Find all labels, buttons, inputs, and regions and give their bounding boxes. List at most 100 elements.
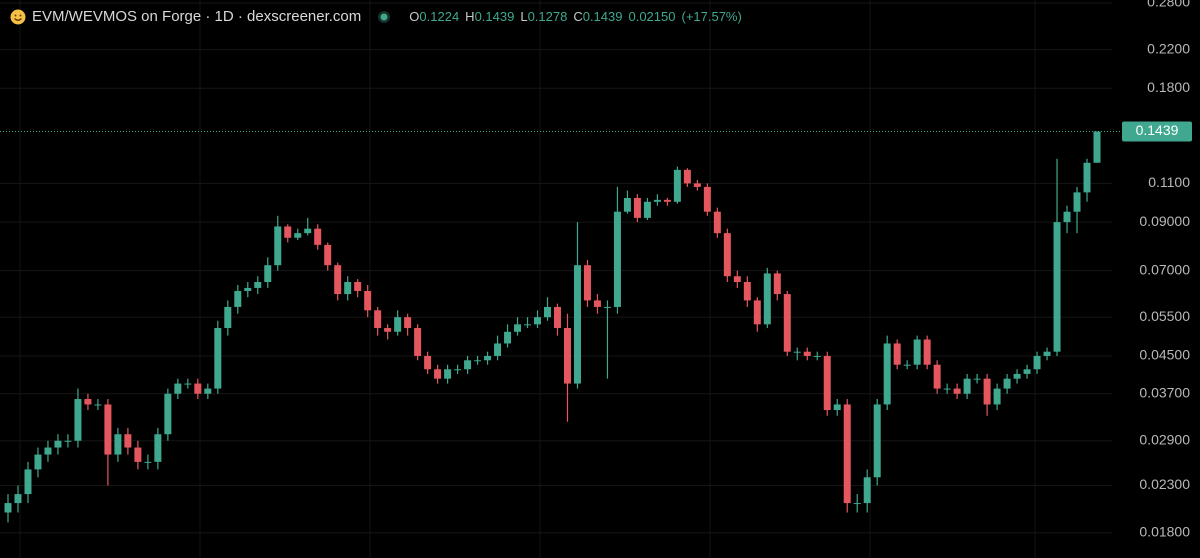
ohlc-key: H (465, 9, 475, 24)
candle-body (983, 378, 991, 405)
candle-body (563, 328, 571, 384)
candle-body (833, 404, 841, 411)
header: EVM/WEVMOS on Forge · 1D · dexscreener.c… (10, 8, 748, 25)
candle-body (264, 265, 272, 283)
candle-body (364, 290, 372, 311)
candle-body (873, 404, 881, 478)
y-tick-label: 0.04500 (1139, 347, 1190, 363)
candle-body (134, 447, 142, 462)
candle-body (633, 197, 641, 218)
candle-body (284, 226, 292, 238)
candle-body (1033, 355, 1041, 370)
y-tick-label: 0.1800 (1147, 79, 1190, 95)
ohlc-value: 0.1439 (582, 9, 623, 24)
candle-body (573, 265, 581, 384)
ohlc-value: 0.1439 (474, 9, 515, 24)
candle-body (184, 383, 192, 385)
candle-body (304, 228, 312, 234)
change: 0.02150 (628, 9, 676, 24)
candle-body (853, 503, 861, 505)
candle-body (843, 404, 851, 504)
price-tag (1122, 121, 1192, 142)
candle-body (214, 328, 222, 389)
ohlc-value: 0.1224 (419, 9, 460, 24)
y-tick-label: 0.1100 (1148, 174, 1190, 190)
ohlc-key: C (573, 9, 583, 24)
candle-body (883, 343, 891, 405)
candle-body (743, 282, 751, 301)
candle-body (224, 306, 232, 329)
candle-body (1043, 351, 1051, 356)
candle-body (1093, 131, 1101, 163)
candle-body (753, 300, 761, 325)
candle-body (803, 351, 811, 356)
candle-body (14, 494, 22, 504)
candle-body (64, 440, 72, 442)
candle-body (773, 273, 781, 295)
candle-body (1053, 222, 1061, 352)
candle-body (763, 273, 771, 325)
candle-body (244, 287, 252, 291)
candle-body (653, 199, 661, 202)
candle-body (673, 169, 681, 202)
candle-body (484, 355, 492, 361)
candle-body (444, 369, 452, 379)
candle-body (923, 339, 931, 365)
candle-body (254, 282, 262, 288)
candle-body (124, 434, 132, 448)
candle-body (44, 447, 52, 455)
candle-body (1073, 192, 1081, 212)
candle-body (334, 265, 342, 295)
candle-body (34, 454, 42, 470)
candle-body (913, 339, 921, 365)
candle-body (374, 310, 382, 329)
y-tick-label: 0.05500 (1139, 308, 1190, 324)
y-tick-label: 0.03700 (1139, 384, 1190, 400)
candle-body (164, 393, 172, 435)
candle-body (583, 265, 591, 301)
candle-body (24, 469, 32, 495)
candle-body (1023, 369, 1031, 374)
candle-body (1063, 211, 1071, 223)
price-tag-label: 0.1439 (1136, 122, 1179, 138)
candle-body (613, 211, 621, 307)
candle-body (514, 324, 522, 332)
symbol: EVM/WEVMOS on Forge · 1D · dexscreener.c… (32, 8, 362, 25)
candle-body (94, 404, 102, 406)
candle-body (114, 434, 122, 455)
candle-body (384, 328, 392, 332)
candle-body (703, 186, 711, 212)
candle-body (524, 324, 532, 326)
candle-body (593, 300, 601, 307)
candle-body (1083, 162, 1091, 193)
candle-body (474, 360, 482, 362)
candle-body (623, 197, 631, 212)
candle-body (544, 306, 552, 318)
emoji-icon (10, 9, 26, 24)
y-tick-label: 0.01800 (1139, 524, 1190, 540)
candle-body (4, 503, 12, 513)
candle-body (84, 399, 92, 405)
candle-body (893, 343, 901, 365)
candle-body (683, 169, 691, 184)
ohlc-key: L (520, 9, 528, 24)
candle-body (553, 306, 561, 329)
candle-body (324, 244, 332, 266)
y-tick-label: 0.07000 (1139, 261, 1190, 277)
candle-body (793, 351, 801, 353)
candle-body (404, 317, 412, 329)
candle-body (234, 290, 242, 307)
candle-body (464, 360, 472, 370)
candle-body (813, 355, 821, 357)
candle-body (414, 328, 422, 356)
candle-body (504, 331, 512, 344)
candle-body (953, 388, 961, 394)
candle-body (424, 355, 432, 370)
candle-body (294, 233, 302, 238)
candle-body (74, 399, 82, 441)
y-tick-label: 0.02900 (1139, 431, 1190, 447)
candle-body (643, 201, 651, 218)
candle-body (783, 294, 791, 352)
